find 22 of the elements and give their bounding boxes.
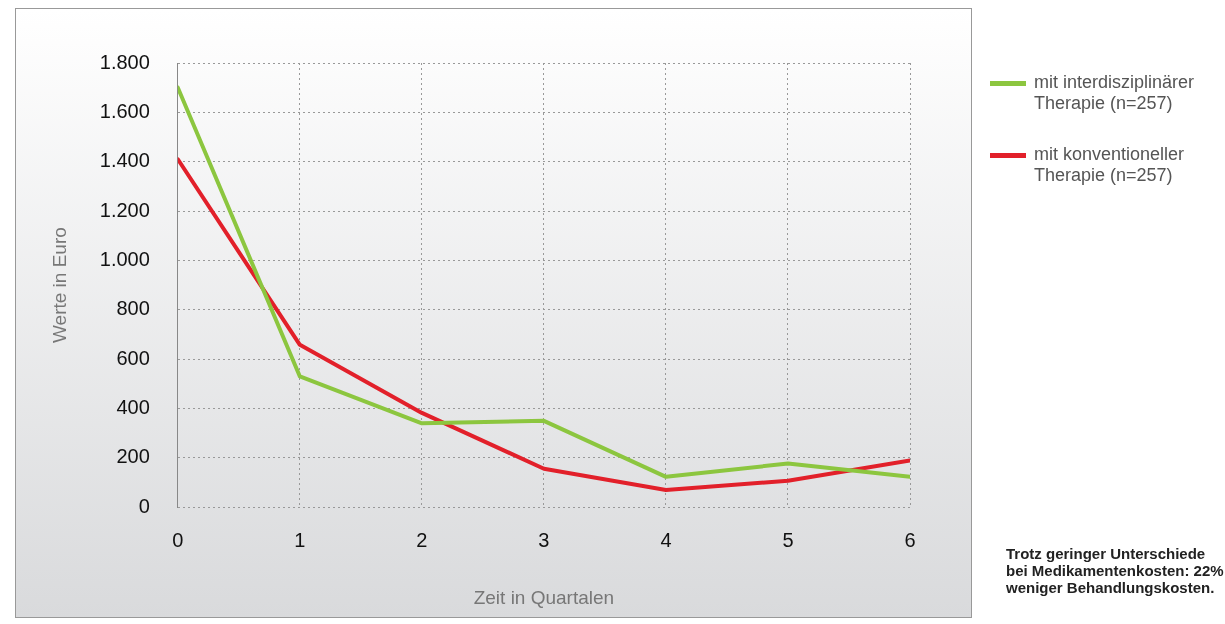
y-tick-label: 600 [116,346,150,369]
x-tick-label: 0 [172,528,184,551]
x-tick-label: 6 [904,528,916,551]
y-tick-label: 1.200 [99,198,150,221]
y-axis-title: Werte in Euro [48,227,70,344]
y-tick-label: 0 [138,494,150,517]
y-tick-label: 1.000 [99,247,150,270]
x-tick-label: 2 [416,528,428,551]
legend-label: mit konventioneller Therapie (n=257) [1034,144,1186,186]
x-tick-label: 5 [782,528,794,551]
y-tick-label: 400 [116,396,150,418]
x-axis-title: Zeit in Quartalen [473,586,615,608]
text: Trotz geringer Unterschiede bei Medikamentenkosten: 22% weniger Behandlungskosten. [1006,545,1224,596]
legend-label: mit interdisziplinärer Therapie (n=257) [1034,72,1196,114]
y-tick-label: 1.800 [99,50,150,73]
x-tick-label: 3 [538,528,550,551]
y-tick-label: 1.600 [99,99,150,122]
y-tick-label: 1.400 [99,149,150,172]
y-tick-label: 200 [116,445,150,468]
y-tick-label: 800 [116,297,150,320]
x-tick-label: 4 [660,528,672,551]
x-tick-label: 1 [294,528,306,551]
